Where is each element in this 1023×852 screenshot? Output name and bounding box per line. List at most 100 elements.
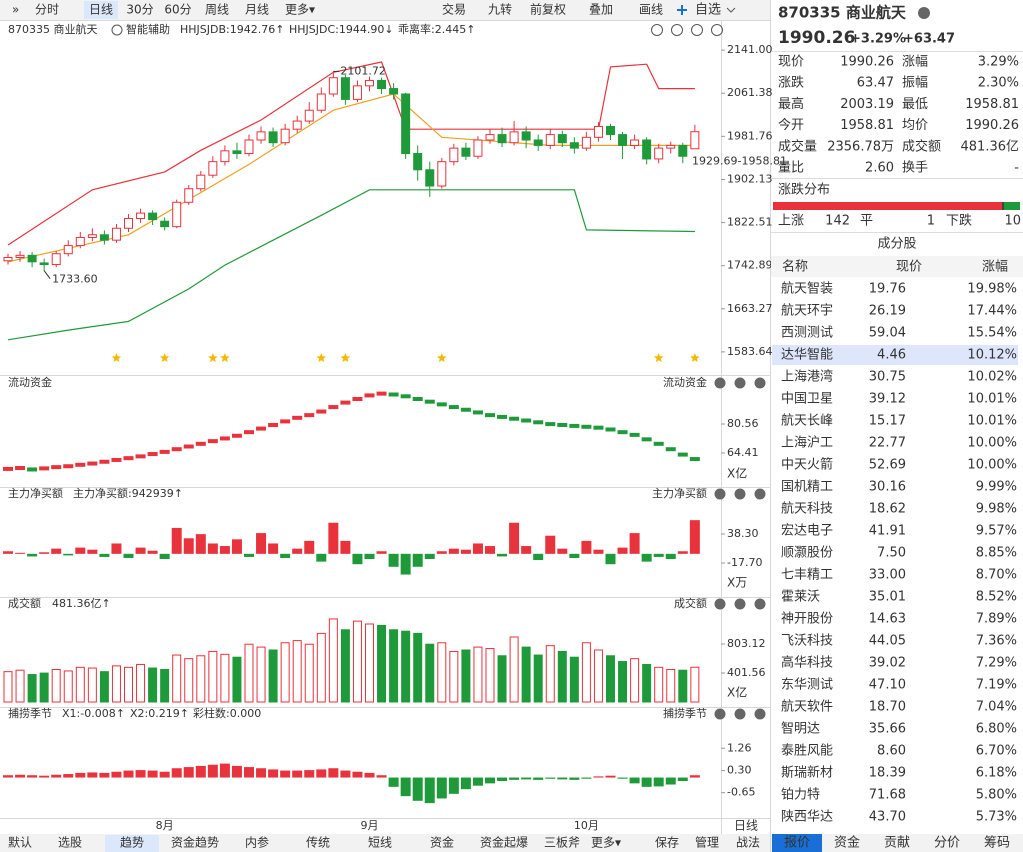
stock-name[interactable]: 宏达电子 [781,524,833,539]
right-tab[interactable]: 分价 [934,836,960,851]
tool-button[interactable]: 前复权 [530,2,566,17]
panel-icon[interactable] [754,598,766,610]
panel-icon[interactable] [651,24,663,36]
panel-icon[interactable] [714,377,726,389]
signal-star [220,353,230,362]
period-button[interactable]: 30分 [126,3,153,17]
tool-button[interactable]: 自选 [695,3,721,18]
bottom-tab[interactable]: 三板斧 [544,836,580,850]
panel-icon[interactable] [754,377,766,389]
period-button[interactable]: 更多▾ [285,3,315,17]
tool-button[interactable]: 叠加 [589,3,613,17]
histogram-bar [460,777,471,790]
stock-name[interactable]: 东华测试 [781,678,833,693]
period-button[interactable]: 月线 [245,3,269,17]
tool-button[interactable]: 九转 [488,2,512,17]
up-label: 上涨 [778,214,804,229]
stock-name[interactable]: 七丰精工 [781,568,833,583]
net-buy-bar [436,551,447,554]
volume-bar [304,643,314,703]
assist-toggle[interactable]: 智能辅助 [126,22,170,36]
histogram-bar [256,768,267,778]
quote-label: 均价 [902,118,928,133]
stock-change: 5.73% [976,810,1017,825]
collapse-icon[interactable]: » [12,3,19,17]
bottom-tab[interactable]: 战法 [736,836,760,850]
histogram-bar [497,777,508,782]
panel-icon[interactable] [671,24,683,36]
bottom-tab[interactable]: 趋势 [120,836,144,850]
fund-bar [183,444,194,449]
stock-change: 8.85% [976,546,1017,561]
stock-name[interactable]: 西测测试 [781,326,833,341]
stock-name[interactable]: 陕西华达 [781,810,833,825]
stock-name[interactable]: 航天长峰 [781,413,833,429]
stock-name[interactable]: 神开股份 [781,612,833,627]
stock-name[interactable]: 航天软件 [781,699,833,715]
tool-button[interactable]: 画线 [639,3,663,17]
bottom-tab[interactable]: 选股 [58,836,82,850]
volume-bar [268,649,278,703]
panel-icon[interactable] [714,708,726,720]
stock-name[interactable]: 航天环宇 [781,303,833,319]
indicator-value: 彩柱数:0.000 [193,706,261,720]
stock-name[interactable]: 航天智装 [781,281,833,297]
bottom-tab[interactable]: 资金起爆 [480,835,528,850]
panel-icon[interactable] [734,377,746,389]
bottom-tab[interactable]: 短线 [368,836,392,850]
fund-bar [135,454,146,459]
tool-button[interactable]: 交易 [442,2,466,17]
stock-change: 10.12% [967,348,1017,363]
stock-name[interactable]: 高华科技 [781,655,833,671]
bottom-tab[interactable]: 内参 [245,835,269,850]
net-buy-bar [352,553,363,565]
flat-label: 平 [860,214,873,229]
stock-name[interactable]: 顺灏股份 [781,545,833,561]
stock-name[interactable]: 达华智能 [781,348,833,363]
histogram-bar [15,774,26,778]
right-tab[interactable]: 资金 [834,835,860,851]
stock-name[interactable]: 泰胜风能 [781,744,833,759]
stock-name[interactable]: 中国卫星 [781,392,833,407]
stock-name[interactable]: 中天火箭 [781,457,833,473]
bottom-tab[interactable]: 资金趋势 [171,835,219,850]
period-button[interactable]: 周线 [205,3,229,17]
bottom-tab[interactable]: 保存 [655,836,679,850]
stock-name[interactable]: 铂力特 [781,787,820,803]
candle-body [280,128,290,144]
panel-icon[interactable] [711,24,723,36]
panel-icon[interactable] [691,24,703,36]
panel-icon[interactable] [734,488,746,500]
right-tab[interactable]: 筹码 [984,835,1010,851]
bottom-tab[interactable]: 更多▾ [591,836,621,850]
panel-icon[interactable] [714,598,726,610]
right-tab[interactable]: 贡献 [884,836,910,851]
candle-body [461,147,471,157]
period-button[interactable]: 60分 [164,3,191,17]
period-button[interactable]: 日线 [89,3,113,17]
panel-icon[interactable] [714,488,726,500]
x-tick-label: 10月 [574,819,599,832]
bottom-tab[interactable]: 资金 [430,835,454,850]
bottom-tab[interactable]: 默认 [8,835,32,850]
period-label: 日线 [734,819,758,833]
net-buy-bar [231,539,242,554]
panel-icon[interactable] [734,708,746,720]
panel-icon[interactable] [754,488,766,500]
stock-name[interactable]: 智明达 [781,722,820,737]
fund-bar [605,427,616,432]
right-tab[interactable]: 报价 [784,836,810,851]
stock-name[interactable]: 航天科技 [781,501,833,517]
panel-icon[interactable] [734,598,746,610]
panel-icon[interactable] [754,708,766,720]
stock-name[interactable]: 上海沪工 [781,435,833,451]
bottom-tab[interactable]: 管理 [695,835,719,850]
period-button[interactable]: 分时 [35,3,59,17]
bottom-tab[interactable]: 传统 [306,835,330,850]
stock-name[interactable]: 斯瑞新材 [781,765,833,781]
stock-name[interactable]: 上海港湾 [781,369,833,385]
stock-name[interactable]: 国机精工 [781,480,833,495]
stock-name[interactable]: 飞沃科技 [781,634,833,649]
stock-name[interactable]: 霍莱沃 [781,590,820,605]
